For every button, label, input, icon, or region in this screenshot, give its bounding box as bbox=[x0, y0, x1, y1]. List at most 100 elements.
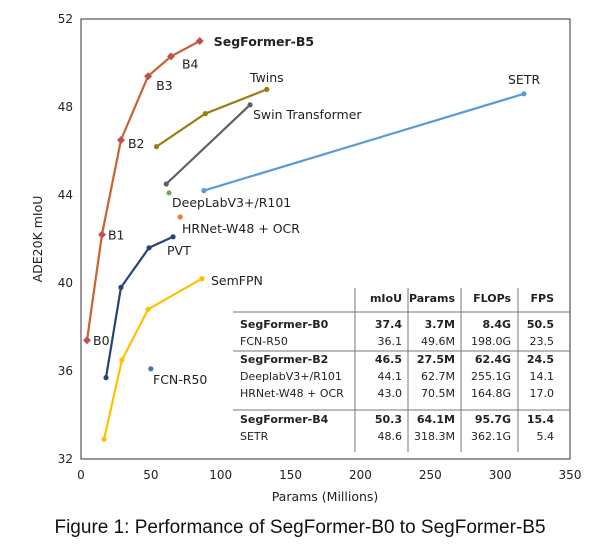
table-cell: 36.1 bbox=[378, 335, 403, 348]
table-cell: 5.4 bbox=[537, 430, 555, 443]
data-point-pvt bbox=[118, 284, 124, 290]
table-cell: DeeplabV3+/R101 bbox=[240, 370, 342, 383]
x-tick-label: 150 bbox=[279, 468, 302, 482]
table-cell: SegFormer-B4 bbox=[240, 413, 329, 426]
table-cell: 46.5 bbox=[375, 353, 402, 366]
table-cell: 70.5M bbox=[421, 387, 455, 400]
y-tick-label: 52 bbox=[58, 12, 73, 26]
data-point-deeplabv3-r101 bbox=[166, 190, 172, 196]
table-cell: 15.4 bbox=[527, 413, 554, 426]
x-tick-label: 50 bbox=[143, 468, 158, 482]
series-label: Twins bbox=[249, 70, 284, 85]
x-tick-label: 0 bbox=[77, 468, 85, 482]
series-line-swin-transformer bbox=[165, 104, 251, 185]
table-cell: 44.1 bbox=[378, 370, 403, 383]
point-label: SegFormer-B5 bbox=[214, 34, 314, 49]
table-cell: FCN-R50 bbox=[240, 335, 288, 348]
data-point-pvt bbox=[146, 245, 152, 251]
data-point-semfpn bbox=[119, 357, 125, 363]
data-point-twins bbox=[153, 144, 160, 150]
table-cell: 50.3 bbox=[375, 413, 402, 426]
series-line-pvt bbox=[104, 235, 174, 378]
data-point-fcn-r50 bbox=[148, 366, 154, 372]
data-point-setr bbox=[521, 91, 527, 97]
table-cell: 50.5 bbox=[527, 318, 554, 331]
chart: Params (Millions) ADE20K mIoU 0 50 100 150 2… bbox=[30, 12, 582, 504]
point-label: B2 bbox=[128, 136, 145, 151]
data-point-swin-transformer bbox=[163, 181, 169, 187]
x-tick-label: 250 bbox=[419, 468, 442, 482]
data-point-semfpn bbox=[145, 306, 151, 312]
table-cell: 23.5 bbox=[530, 335, 555, 348]
y-tick-label: 40 bbox=[58, 276, 73, 290]
point-label: B0 bbox=[93, 333, 110, 348]
series-label: SemFPN bbox=[211, 273, 263, 288]
y-axis-label: ADE20K mIoU bbox=[30, 196, 45, 283]
data-point-semfpn bbox=[199, 276, 205, 282]
table-cell: 95.7G bbox=[475, 413, 511, 426]
table-cell: 64.1M bbox=[417, 413, 455, 426]
table-cell: 3.7M bbox=[425, 318, 455, 331]
table-cell: 14.1 bbox=[530, 370, 555, 383]
table-cell: 255.1G bbox=[471, 370, 511, 383]
point-label: B3 bbox=[156, 78, 173, 93]
data-point-hrnet-w48-ocr bbox=[177, 214, 183, 220]
x-tick-label: 300 bbox=[489, 468, 512, 482]
data-point-segformer bbox=[83, 336, 92, 345]
series-line-segformer bbox=[85, 40, 201, 341]
table-cell: 62.7M bbox=[421, 370, 455, 383]
series-label: SETR bbox=[508, 72, 540, 87]
series-label: DeepLabV3+/R101 bbox=[172, 195, 291, 210]
series-line-setr bbox=[203, 92, 525, 192]
table-cell: SETR bbox=[240, 430, 269, 443]
data-point-setr bbox=[201, 188, 207, 194]
plot-frame bbox=[80, 18, 571, 460]
x-axis-label: Params (Millions) bbox=[272, 489, 379, 504]
table-cell: 43.0 bbox=[378, 387, 403, 400]
table-cell: 198.0G bbox=[471, 335, 511, 348]
data-point-segformer bbox=[144, 72, 153, 81]
y-tick-label: 32 bbox=[58, 452, 73, 466]
data-point-segformer bbox=[116, 136, 125, 144]
y-tick-label: 36 bbox=[58, 364, 73, 378]
x-tick-label: 200 bbox=[349, 468, 372, 482]
data-point-twins bbox=[264, 86, 270, 92]
table-header: FPS bbox=[531, 292, 555, 305]
series-line-semfpn bbox=[102, 277, 203, 440]
table-cell: SegFormer-B2 bbox=[240, 353, 328, 366]
series-label: HRNet-W48 + OCR bbox=[182, 221, 300, 236]
table-cell: 62.4G bbox=[475, 353, 511, 366]
y-tick-label: 48 bbox=[58, 100, 73, 114]
table-cell: 48.6 bbox=[378, 430, 403, 443]
table-cell: 27.5M bbox=[417, 353, 455, 366]
table-cell: 37.4 bbox=[375, 318, 402, 331]
table-cell: 164.8G bbox=[471, 387, 511, 400]
data-point-pvt bbox=[103, 375, 109, 381]
data-point-segformer bbox=[97, 230, 106, 239]
data-point-segformer bbox=[166, 52, 175, 61]
series-label: FCN-R50 bbox=[153, 372, 207, 387]
table-cell: 17.0 bbox=[530, 387, 555, 400]
table-header: FLOPs bbox=[473, 292, 511, 305]
table-cell: 362.1G bbox=[471, 430, 511, 443]
table-cell: 318.3M bbox=[414, 430, 455, 443]
x-tick-label: 350 bbox=[559, 468, 582, 482]
point-label: B1 bbox=[108, 228, 125, 243]
table-cell: 24.5 bbox=[527, 353, 554, 366]
table-cell: 49.6M bbox=[421, 335, 455, 348]
data-point-semfpn bbox=[101, 436, 107, 442]
figure-caption: Figure 1: Performance of SegFormer-B0 to… bbox=[54, 517, 546, 538]
data-point-pvt bbox=[170, 234, 176, 240]
table-header: mIoU bbox=[370, 292, 402, 305]
x-tick-label: 100 bbox=[209, 468, 232, 482]
data-point-segformer bbox=[195, 37, 204, 45]
table-header: Params bbox=[409, 292, 455, 305]
y-tick-label: 44 bbox=[58, 188, 73, 202]
series-label: PVT bbox=[167, 243, 191, 258]
series-line-twins bbox=[155, 88, 268, 148]
table-cell: SegFormer-B0 bbox=[240, 318, 329, 331]
table-cell: 8.4G bbox=[482, 318, 511, 331]
data-point-twins bbox=[202, 111, 208, 117]
data-point-swin-transformer bbox=[247, 102, 253, 108]
